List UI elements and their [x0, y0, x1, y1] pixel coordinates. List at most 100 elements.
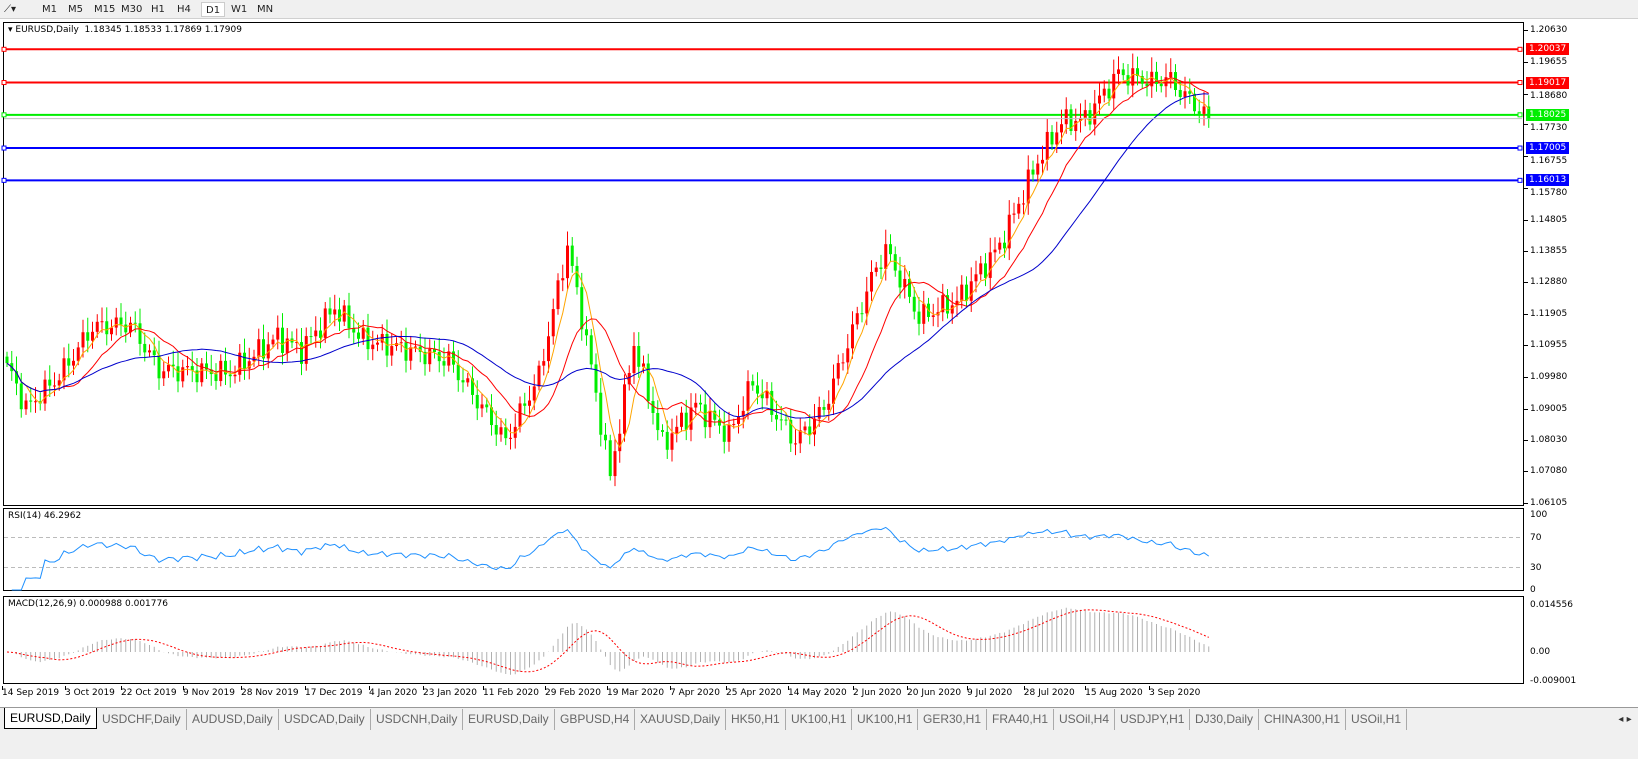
tab-eurusd-daily[interactable]: EURUSD,Daily [4, 708, 97, 729]
tab-usoil-h4[interactable]: USOil,H4 [1054, 709, 1116, 730]
date-tick [369, 686, 370, 690]
candle-body [100, 321, 104, 323]
candle-body [285, 338, 289, 353]
price-axis-label: 1.09980 [1530, 371, 1568, 382]
timeframe-w1[interactable]: W1 [231, 4, 248, 15]
candle-body [637, 345, 641, 367]
candle-body [409, 347, 413, 361]
drawing-tools-icon[interactable]: ⟋▾ [4, 4, 17, 15]
candle-body [922, 303, 926, 324]
tab-usdcnh-daily[interactable]: USDCNH,Daily [371, 709, 464, 730]
date-tick [1085, 686, 1087, 690]
candle-body [1050, 131, 1054, 145]
candle-body [532, 386, 536, 401]
candle-body [167, 364, 170, 372]
candle-body [1055, 132, 1059, 145]
timeframe-m15[interactable]: M15 [94, 4, 116, 15]
candle-body [15, 371, 18, 384]
candle-body [618, 433, 622, 452]
candle-body [651, 401, 655, 414]
candle-body [205, 363, 208, 370]
macd-panel[interactable]: MACD(12,26,9) 0.000988 0.001776 [3, 596, 1524, 684]
candle-body [338, 309, 341, 322]
timeframe-mn[interactable]: MN [257, 4, 274, 15]
candle-body [1136, 68, 1139, 77]
candle-body [281, 327, 284, 353]
timeframe-h4[interactable]: H4 [177, 4, 191, 15]
price-tick [1524, 314, 1528, 316]
candle-body [1088, 110, 1092, 125]
candle-body [428, 348, 432, 365]
price-axis-label: 1.13855 [1530, 245, 1568, 256]
candle-body [1150, 71, 1154, 87]
timeframe-m1[interactable]: M1 [42, 4, 57, 15]
candle-body [1197, 111, 1201, 114]
candle-body [1112, 73, 1116, 99]
candle-body [86, 332, 90, 341]
candle-body [803, 426, 807, 431]
candle-body [133, 322, 137, 324]
timeframe-m5[interactable]: M5 [68, 4, 83, 15]
candle-body [319, 330, 322, 338]
price-axis-label: 1.06105 [1530, 498, 1568, 508]
candle-body [950, 305, 954, 314]
date-tick [241, 686, 242, 690]
candle-body [380, 333, 384, 343]
candle-body [708, 410, 712, 428]
candle-body [1155, 71, 1158, 84]
tab-usdcad-daily[interactable]: USDCAD,Daily [279, 709, 371, 730]
candle-body [665, 431, 669, 450]
tab-audusd-daily[interactable]: AUDUSD,Daily [187, 709, 279, 730]
candle-body [903, 278, 907, 288]
tab-uk100-h1[interactable]: UK100,H1 [786, 709, 853, 730]
candle-body [1140, 76, 1144, 84]
price-axis-label: 1.07080 [1530, 466, 1568, 477]
tab-usdchf-daily[interactable]: USDCHF,Daily [97, 709, 187, 730]
candle-body [984, 263, 987, 278]
candle-body [893, 254, 897, 271]
date-label: 9 Nov 2019 [183, 688, 235, 698]
timeframe-h1[interactable]: H1 [151, 4, 165, 15]
candle-body [475, 394, 479, 409]
tab-scroll-arrows[interactable]: ◂ ▸ [1612, 709, 1638, 730]
candle-body [114, 317, 118, 328]
price-axis-label: 1.10955 [1530, 340, 1568, 351]
level-price-label: 1.18025 [1526, 108, 1570, 121]
date-label: 14 Sep 2019 [2, 688, 60, 698]
price-tick [1524, 282, 1528, 284]
candle-body [1188, 91, 1192, 94]
tab-xauusd-daily[interactable]: XAUUSD,Daily [635, 709, 727, 730]
date-tick [607, 686, 608, 690]
tab-fra40-h1[interactable]: FRA40,H1 [987, 709, 1055, 730]
candle-body [898, 270, 902, 288]
price-tick [1524, 408, 1528, 410]
rsi-title: RSI(14) 46.2962 [8, 511, 82, 521]
tab-china300-h1[interactable]: CHINA300,H1 [1259, 709, 1347, 730]
date-label: 14 May 2020 [788, 688, 847, 698]
price-chart-panel[interactable]: ▾ EURUSD,Daily 1.18345 1.18533 1.17869 1… [3, 22, 1524, 506]
candle-body [988, 252, 992, 278]
candle-body [1017, 203, 1021, 214]
tab-uk100-h1[interactable]: UK100,H1 [852, 709, 919, 730]
chart-title: ▾ EURUSD,Daily 1.18345 1.18533 1.17869 1… [8, 25, 242, 35]
candle-body [727, 424, 731, 442]
candle-body [152, 350, 156, 356]
timeframe-d1[interactable]: D1 [201, 2, 226, 17]
tab-usoil-h1[interactable]: USOil,H1 [1346, 709, 1408, 730]
tab-hk50-h1[interactable]: HK50,H1 [726, 709, 786, 730]
candle-body [423, 351, 427, 365]
candle-body [347, 305, 351, 329]
moving-average-line [6, 73, 1210, 449]
rsi-panel[interactable]: RSI(14) 46.2962 [3, 508, 1524, 591]
date-tick [726, 686, 727, 690]
candle-body [148, 350, 151, 353]
tab-usdjpy-h1[interactable]: USDJPY,H1 [1115, 709, 1191, 730]
candle-body [570, 245, 574, 266]
level-handle [1, 177, 7, 183]
candle-body [566, 245, 569, 279]
tab-eurusd-daily[interactable]: EURUSD,Daily [463, 709, 555, 730]
tab-gbpusd-h4[interactable]: GBPUSD,H4 [555, 709, 636, 730]
tab-ger30-h1[interactable]: GER30,H1 [918, 709, 988, 730]
timeframe-m30[interactable]: M30 [121, 4, 143, 15]
tab-dj30-daily[interactable]: DJ30,Daily [1190, 709, 1260, 730]
